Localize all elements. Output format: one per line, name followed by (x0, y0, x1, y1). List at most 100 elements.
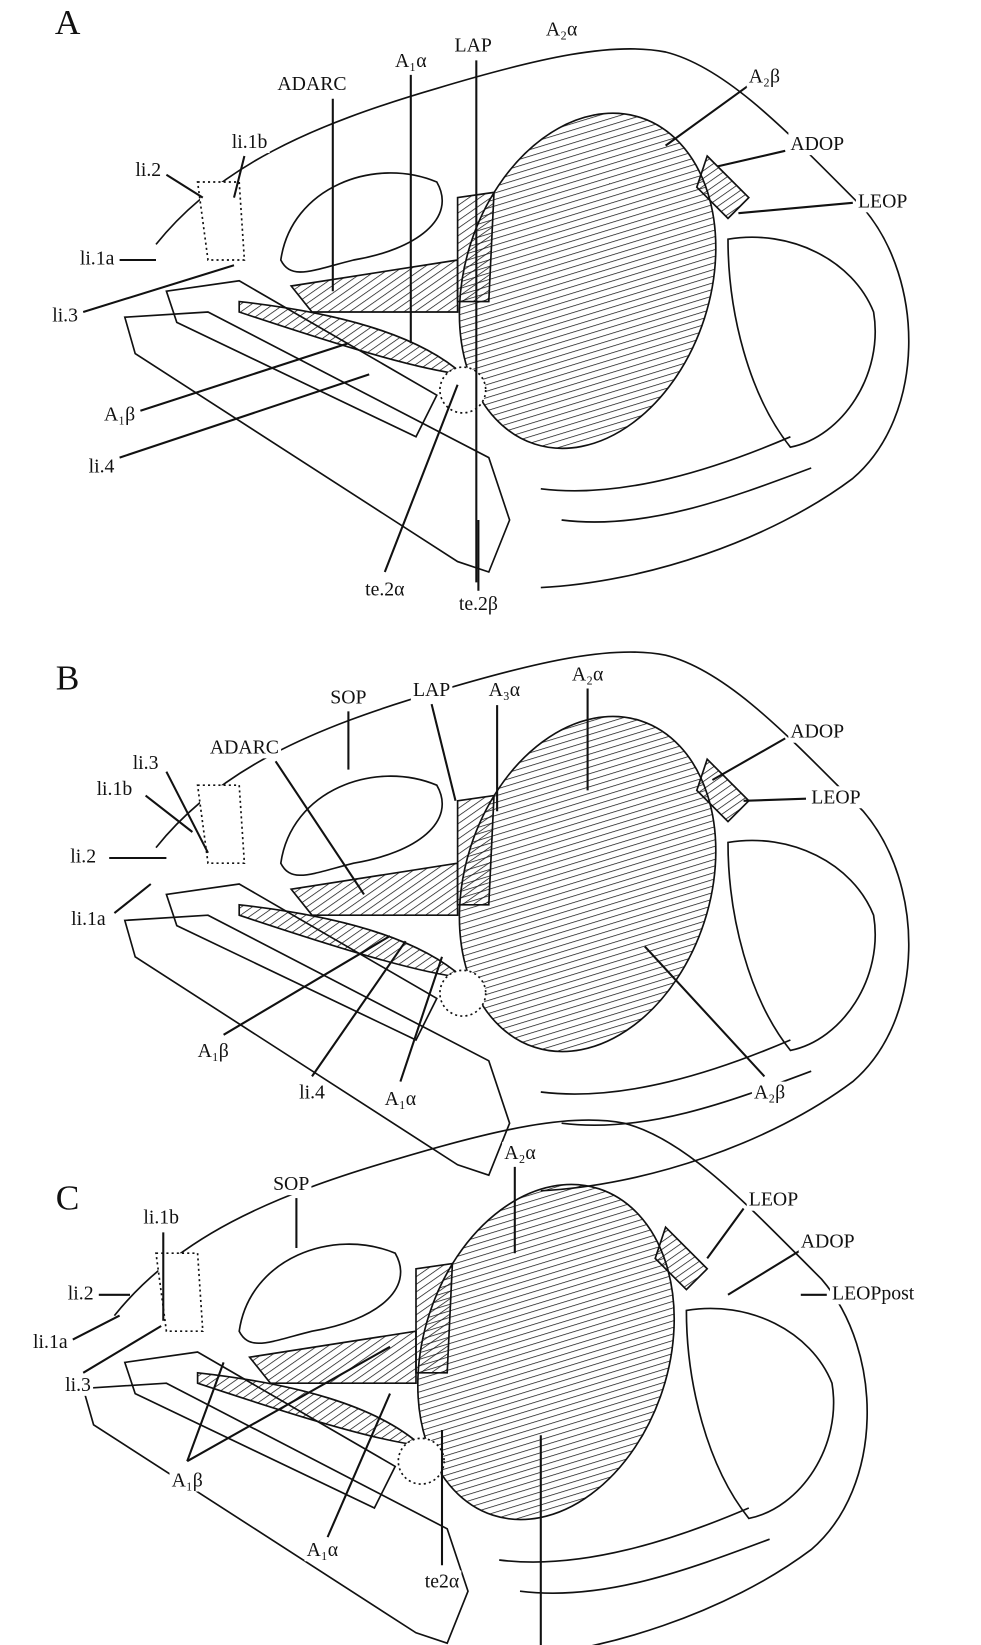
label-background (363, 578, 407, 601)
label: A₁β (198, 1040, 229, 1062)
label: LAP (455, 34, 492, 56)
label-background (304, 1539, 341, 1562)
label-background (169, 1469, 205, 1492)
panel-letter: C (56, 1177, 80, 1217)
leader-line (140, 342, 349, 412)
label-background (130, 751, 161, 774)
label-background (229, 131, 270, 154)
panel-letter: A (55, 2, 81, 42)
label: te.2β (459, 593, 498, 615)
label: LAP (413, 679, 450, 701)
label: li.3 (52, 305, 78, 327)
label: ADARC (210, 736, 279, 758)
label: li.3 (133, 752, 159, 774)
label: li.1b (232, 131, 268, 153)
label-background (101, 403, 138, 426)
label: LEOP (811, 786, 860, 808)
label: LEOP (749, 1189, 798, 1211)
label-background (422, 1570, 462, 1593)
label: li.2 (70, 846, 96, 868)
leader-line (223, 935, 391, 1036)
leader-line (72, 1314, 121, 1341)
label: li.1a (80, 248, 115, 270)
label-background (271, 1173, 312, 1196)
label-background (207, 736, 282, 759)
label-background (68, 845, 99, 868)
label-background (328, 686, 369, 709)
label-background (746, 65, 783, 88)
label: A₂α (546, 19, 578, 41)
label-background (788, 133, 847, 156)
label: SOP (330, 686, 366, 708)
label: te2α (425, 1570, 459, 1592)
leader-line (186, 1345, 391, 1463)
leader-line (383, 384, 459, 573)
label-background (392, 49, 429, 72)
leader-line (232, 155, 246, 198)
label: A₁α (307, 1539, 339, 1561)
label-background (751, 1081, 788, 1104)
label-background (133, 159, 164, 182)
leader-line (711, 737, 786, 781)
stage: AADARCA₁αLAPA₂αA₂βADOPLEOPli.1bli.2li.1a… (30, 2, 917, 1645)
label: te.2α (365, 578, 404, 600)
label-background (502, 1141, 538, 1164)
label: SOP (273, 1173, 309, 1195)
label-background (50, 304, 81, 327)
leader-line (326, 1393, 391, 1538)
leader-line (119, 373, 370, 459)
leader-line (82, 1325, 162, 1374)
label-background (195, 1040, 231, 1063)
leader-line (82, 264, 235, 313)
label: li.1b (143, 1206, 179, 1228)
leader-line (144, 794, 194, 833)
leader-line (186, 1362, 225, 1462)
label: LEOP (858, 190, 907, 212)
leader-line (165, 771, 209, 854)
label: ADOP (790, 133, 844, 155)
label-background (275, 72, 349, 95)
label: A₃α (489, 679, 521, 701)
label: ADOP (801, 1230, 855, 1252)
label: li.4 (89, 456, 115, 478)
label-background (77, 247, 117, 270)
label: li.1b (97, 778, 133, 800)
label: li.1a (33, 1331, 68, 1353)
label-background (809, 786, 863, 809)
leader-line (113, 883, 152, 914)
leader-line (727, 1249, 802, 1296)
label-background (486, 679, 523, 702)
leader-line (664, 84, 750, 147)
label-background (788, 720, 847, 743)
label: ADARC (277, 73, 346, 95)
label: A₂β (749, 66, 780, 88)
label-background (746, 1188, 801, 1211)
label-background (829, 1282, 917, 1305)
label-background (69, 907, 108, 930)
leader-line (743, 797, 807, 802)
label-background (94, 777, 135, 800)
leader-line (311, 940, 407, 1077)
label: li.2 (68, 1282, 94, 1304)
label: li.4 (299, 1082, 325, 1104)
leader-line (706, 1207, 745, 1260)
label: li.3 (65, 1374, 91, 1396)
label-background (410, 679, 453, 702)
label-background (141, 1206, 182, 1229)
leader-line (717, 149, 786, 168)
label-background (452, 34, 494, 57)
label-background (543, 18, 580, 41)
label-background (456, 592, 501, 615)
label: A₁β (172, 1470, 203, 1492)
label: ADOP (790, 721, 844, 743)
label: A₂α (572, 664, 604, 686)
leader-line (644, 945, 766, 1078)
label-background (63, 1373, 94, 1396)
label: li.1a (71, 908, 106, 930)
label-background (855, 190, 910, 213)
label: LEOPpost (832, 1282, 915, 1304)
leader-line (430, 703, 457, 802)
label-background (382, 1087, 419, 1110)
